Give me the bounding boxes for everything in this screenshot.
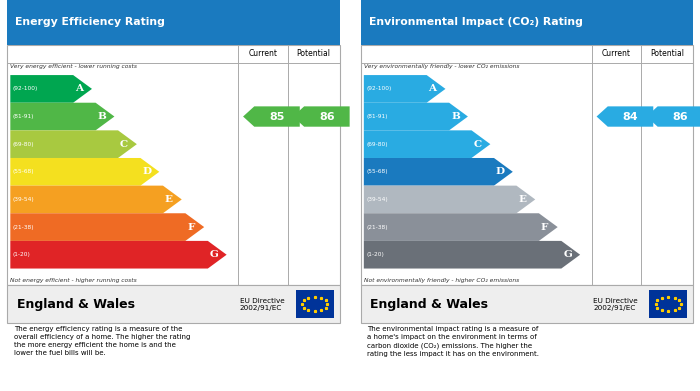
Text: D: D [142, 167, 151, 176]
Text: (69-80): (69-80) [13, 142, 34, 147]
Text: (55-68): (55-68) [367, 169, 388, 174]
Polygon shape [364, 186, 536, 213]
Text: C: C [473, 140, 482, 149]
Text: (21-38): (21-38) [13, 224, 34, 230]
Polygon shape [10, 186, 182, 213]
Text: The environmental impact rating is a measure of
a home's impact on the environme: The environmental impact rating is a mea… [367, 326, 539, 357]
Text: Not energy efficient - higher running costs: Not energy efficient - higher running co… [10, 278, 137, 283]
Text: A: A [428, 84, 437, 93]
Text: E: E [164, 195, 173, 204]
Text: England & Wales: England & Wales [17, 298, 135, 310]
Bar [360, 0, 693, 45]
Text: 85: 85 [270, 111, 285, 122]
Text: (69-80): (69-80) [367, 142, 388, 147]
Text: 84: 84 [623, 111, 638, 122]
Text: G: G [210, 250, 218, 259]
Polygon shape [647, 106, 700, 127]
Text: (55-68): (55-68) [13, 169, 34, 174]
Bar [7, 0, 340, 45]
Bar [360, 285, 693, 323]
Text: Current: Current [248, 49, 277, 58]
Text: B: B [97, 112, 106, 121]
Text: Very energy efficient - lower running costs: Very energy efficient - lower running co… [10, 64, 137, 69]
Polygon shape [364, 130, 491, 158]
Bar [7, 45, 340, 285]
Polygon shape [10, 130, 137, 158]
Polygon shape [243, 106, 300, 127]
Polygon shape [293, 106, 349, 127]
Text: 86: 86 [673, 111, 688, 122]
Polygon shape [10, 103, 114, 130]
Text: Potential: Potential [650, 49, 684, 58]
Polygon shape [596, 106, 653, 127]
Polygon shape [10, 75, 92, 103]
Bar [295, 289, 334, 319]
Polygon shape [364, 241, 580, 269]
Polygon shape [364, 158, 513, 186]
Text: Very environmentally friendly - lower CO₂ emissions: Very environmentally friendly - lower CO… [364, 64, 519, 69]
Text: Environmental Impact (CO₂) Rating: Environmental Impact (CO₂) Rating [369, 18, 582, 27]
Text: Energy Efficiency Rating: Energy Efficiency Rating [15, 18, 165, 27]
Text: (92-100): (92-100) [367, 86, 392, 91]
Text: (39-54): (39-54) [13, 197, 35, 202]
Polygon shape [10, 213, 204, 241]
Text: (81-91): (81-91) [367, 114, 388, 119]
Text: EU Directive
2002/91/EC: EU Directive 2002/91/EC [239, 298, 284, 310]
Text: Current: Current [602, 49, 631, 58]
Bar [360, 45, 693, 285]
Polygon shape [10, 241, 227, 269]
Text: D: D [496, 167, 505, 176]
Text: F: F [188, 222, 195, 231]
Text: The energy efficiency rating is a measure of the
overall efficiency of a home. T: The energy efficiency rating is a measur… [14, 326, 190, 357]
Text: Potential: Potential [297, 49, 330, 58]
Polygon shape [10, 158, 160, 186]
Bar [7, 285, 340, 323]
Text: B: B [451, 112, 460, 121]
Polygon shape [364, 103, 468, 130]
Text: Not environmentally friendly - higher CO₂ emissions: Not environmentally friendly - higher CO… [364, 278, 519, 283]
Text: EU Directive
2002/91/EC: EU Directive 2002/91/EC [594, 298, 638, 310]
Text: E: E [518, 195, 526, 204]
Polygon shape [364, 75, 445, 103]
Text: G: G [564, 250, 572, 259]
Text: (1-20): (1-20) [13, 252, 31, 257]
Text: (39-54): (39-54) [367, 197, 389, 202]
Text: (81-91): (81-91) [13, 114, 34, 119]
Text: A: A [75, 84, 83, 93]
Text: (1-20): (1-20) [367, 252, 384, 257]
Text: (21-38): (21-38) [367, 224, 388, 230]
Text: England & Wales: England & Wales [370, 298, 489, 310]
Text: 86: 86 [319, 111, 335, 122]
Text: (92-100): (92-100) [13, 86, 38, 91]
Bar [649, 289, 687, 319]
Text: C: C [120, 140, 128, 149]
Text: F: F [541, 222, 548, 231]
Polygon shape [364, 213, 558, 241]
